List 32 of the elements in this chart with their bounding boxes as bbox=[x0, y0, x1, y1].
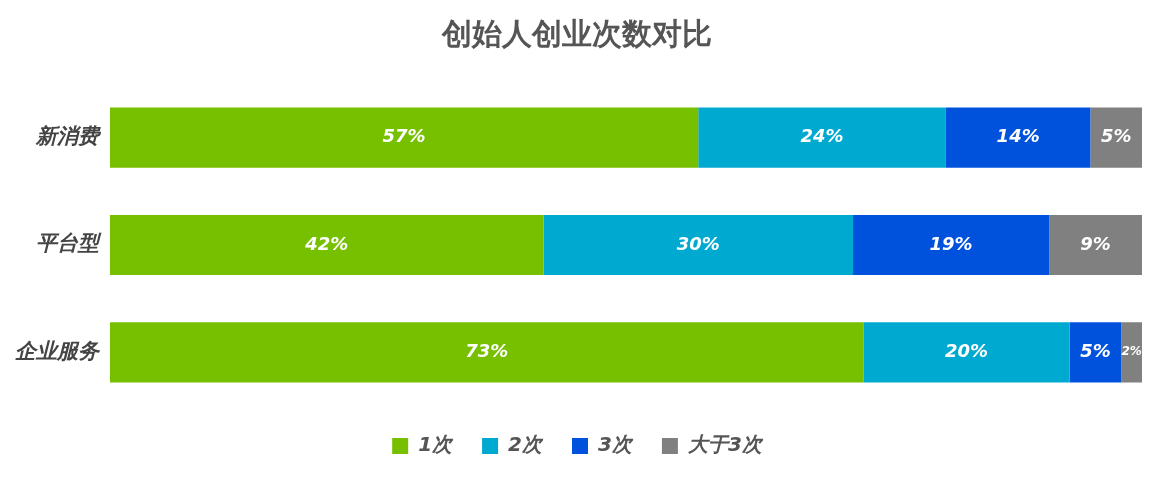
data-label: 9% bbox=[1080, 232, 1111, 254]
data-label: 5% bbox=[1080, 340, 1111, 362]
bar bbox=[110, 107, 699, 168]
data-label: 5% bbox=[1100, 125, 1132, 147]
bar bbox=[1069, 322, 1122, 383]
bar bbox=[1121, 322, 1142, 383]
bar bbox=[945, 107, 1091, 168]
y-tick-label: 平台型 bbox=[36, 231, 102, 256]
data-label: 73% bbox=[465, 340, 509, 362]
y-tick-label: 企业服务 bbox=[15, 338, 101, 363]
legend-label: 大于3次 bbox=[687, 432, 764, 457]
bar bbox=[698, 107, 946, 168]
data-label: 24% bbox=[800, 125, 844, 147]
legend-label: 1次 bbox=[418, 432, 455, 457]
y-tick-label: 新消费 bbox=[35, 124, 102, 149]
bar bbox=[863, 322, 1070, 383]
bar bbox=[543, 214, 854, 276]
bar bbox=[853, 214, 1050, 276]
bar bbox=[1049, 214, 1142, 276]
bar bbox=[110, 214, 544, 276]
chart-title: 创始人创业次数对比 bbox=[441, 15, 712, 51]
data-label: 2% bbox=[1121, 344, 1142, 359]
data-label: 30% bbox=[676, 232, 720, 254]
legend-label: 3次 bbox=[598, 432, 634, 457]
data-label: 20% bbox=[945, 340, 989, 362]
data-label: 42% bbox=[304, 232, 349, 254]
data-label: 19% bbox=[929, 232, 973, 254]
bar bbox=[110, 322, 864, 383]
data-label: 57% bbox=[382, 125, 426, 147]
legend-label: 2次 bbox=[508, 432, 544, 457]
data-label: 14% bbox=[996, 125, 1040, 147]
bar bbox=[1090, 107, 1142, 168]
